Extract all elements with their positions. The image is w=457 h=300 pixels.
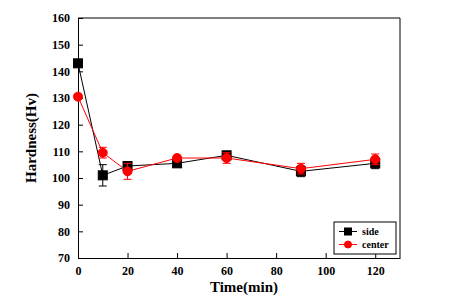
tick: 20 <box>122 253 134 278</box>
tick: 100 <box>52 171 83 185</box>
tick-mark <box>78 231 83 232</box>
tick-mark <box>177 253 178 258</box>
tick-mark <box>78 178 83 179</box>
tick: 40 <box>172 253 184 278</box>
tick: 150 <box>52 38 83 52</box>
tick-mark <box>78 125 83 126</box>
tick-label: 80 <box>58 225 70 239</box>
y-axis: 70 80 90 100 110 120 130 140 150 160 <box>52 11 83 265</box>
chart: 0 20 40 60 80 100 120 70 80 90 100 110 120 130 140 150 1… <box>0 0 457 300</box>
marker <box>123 167 132 176</box>
tick-mark <box>326 253 327 258</box>
tick-label: 160 <box>52 11 70 25</box>
tick-mark <box>78 71 83 72</box>
error-bar <box>297 163 305 174</box>
tick-mark <box>78 151 83 152</box>
series-line <box>78 63 375 175</box>
error-bar <box>223 153 231 164</box>
marker <box>296 164 305 173</box>
tick-mark <box>78 18 83 19</box>
tick: 80 <box>58 225 83 239</box>
legend-label: center <box>362 239 389 250</box>
tick: 110 <box>53 145 83 159</box>
y-axis-title: Hardness(Hv) <box>23 93 40 183</box>
tick: 100 <box>317 253 335 278</box>
axis-line <box>78 19 79 259</box>
tick-label: 150 <box>52 38 70 52</box>
marks <box>74 59 380 186</box>
legend: side center <box>334 222 396 254</box>
tick-mark <box>276 253 277 258</box>
tick-mark <box>128 253 129 258</box>
tick: 90 <box>58 198 83 212</box>
tick-label: 20 <box>122 264 134 278</box>
tick: 70 <box>58 251 83 265</box>
marker <box>98 171 107 180</box>
plot: 0 20 40 60 80 100 120 70 80 90 100 110 120 130 140 150 1… <box>52 11 401 277</box>
tick-mark <box>78 258 83 259</box>
tick: 160 <box>52 11 83 25</box>
error-bar <box>99 165 107 186</box>
marker <box>222 154 231 163</box>
legend-entry: side <box>339 226 379 237</box>
tick-label: 100 <box>317 264 335 278</box>
error-bar <box>371 154 379 165</box>
marker <box>74 59 83 68</box>
tick-label: 90 <box>58 198 70 212</box>
tick-label: 140 <box>52 65 70 79</box>
error-bar <box>99 147 107 158</box>
tick-mark <box>78 205 83 206</box>
marker <box>98 148 107 157</box>
axis-line <box>79 258 401 259</box>
legend-entry: center <box>339 239 389 250</box>
tick-label: 130 <box>52 91 70 105</box>
frame-right <box>400 18 401 258</box>
tick-label: 100 <box>52 171 70 185</box>
tick-label: 80 <box>271 264 283 278</box>
tick-mark <box>78 45 83 46</box>
tick: 120 <box>52 118 83 132</box>
tick-label: 120 <box>367 264 385 278</box>
tick-label: 120 <box>52 118 70 132</box>
tick: 130 <box>52 91 83 105</box>
x-axis: 0 20 40 60 80 100 120 <box>76 253 401 278</box>
marker <box>74 92 83 101</box>
legend-marker <box>345 228 352 235</box>
tick-label: 0 <box>76 264 82 278</box>
tick-label: 40 <box>172 264 184 278</box>
tick: 60 <box>221 253 233 278</box>
tick: 120 <box>367 253 385 278</box>
tick: 80 <box>271 253 283 278</box>
tick-label: 110 <box>53 145 70 159</box>
series-line <box>78 97 375 172</box>
frame-top <box>78 18 400 19</box>
marker <box>173 154 182 163</box>
legend-box <box>334 222 396 254</box>
x-axis-title: Time(min) <box>210 279 278 296</box>
marker <box>371 155 380 164</box>
tick-label: 60 <box>221 264 233 278</box>
tick-mark <box>227 253 228 258</box>
legend-marker <box>345 241 352 248</box>
legend-label: side <box>362 226 379 237</box>
tick-label: 70 <box>58 251 70 265</box>
error-bar <box>124 163 132 179</box>
